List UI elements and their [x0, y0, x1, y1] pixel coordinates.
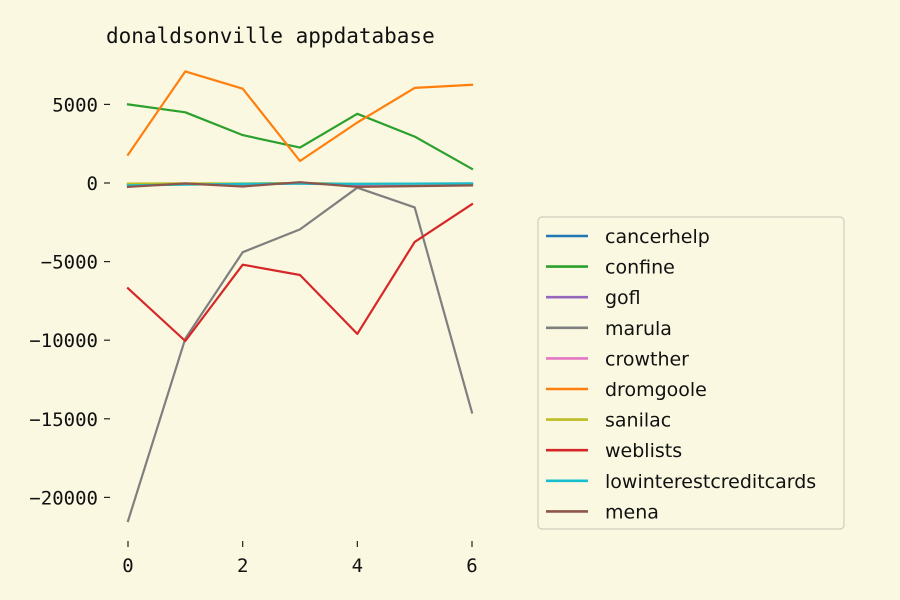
y-tick-label: −15000 [29, 409, 98, 431]
legend-label-cancerhelp: cancerhelp [605, 226, 710, 248]
legend-frame [537, 216, 845, 530]
legend-label-lowinterestcreditcards: lowinterestcreditcards [605, 471, 816, 493]
legend-label-gofl: gofl [605, 287, 641, 309]
series-line-mena [126, 181, 474, 189]
y-axis: 5000 0 −5000 −10000 −15000 −20000 [29, 94, 110, 509]
legend-label-marula: marula [605, 318, 672, 340]
series-line-weblists [126, 202, 474, 343]
x-axis: 0 2 4 6 [122, 541, 478, 577]
legend-label-confine: confine [605, 257, 675, 279]
y-tick-label: −20000 [29, 487, 98, 509]
legend-label-mena: mena [605, 501, 659, 523]
series-layer [126, 70, 474, 523]
y-tick-label: −5000 [41, 252, 98, 274]
series-line-dromgoole [126, 70, 474, 163]
y-tick-label: 5000 [52, 94, 98, 116]
legend-label-weblists: weblists [605, 440, 682, 462]
legend: cancerhelp confine gofl marula crowther dromg… [537, 216, 845, 530]
x-tick-label: 0 [122, 555, 133, 577]
series-line-confine [126, 103, 474, 171]
series-line-marula [126, 186, 474, 523]
x-tick-label: 4 [352, 555, 363, 577]
legend-items: cancerhelp confine gofl marula crowther dromg… [546, 226, 816, 523]
legend-label-crowther: crowther [605, 348, 689, 370]
chart-title: donaldsonville appdatabase [106, 24, 435, 48]
y-tick-label: −10000 [29, 330, 98, 352]
x-tick-label: 6 [466, 555, 477, 577]
y-tick-label: 0 [87, 173, 98, 195]
x-tick-label: 2 [237, 555, 248, 577]
legend-label-dromgoole: dromgoole [605, 379, 707, 401]
legend-label-sanilac: sanilac [605, 410, 671, 432]
